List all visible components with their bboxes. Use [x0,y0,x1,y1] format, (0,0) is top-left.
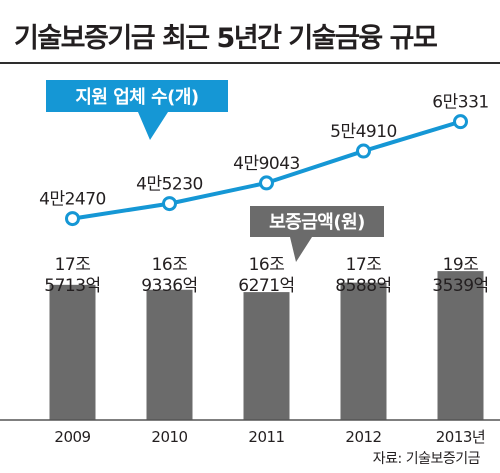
line-point-3 [356,143,371,159]
bar-label-line1-4: 19조 [443,255,479,275]
line-point-2 [259,175,274,191]
line-point-label-1: 4만5230 [136,175,203,195]
bar-legend-label: 보증금액(원) [269,212,365,233]
line-point-label-3: 5만4910 [330,122,397,142]
line-point-label-0: 4만2470 [39,190,106,210]
x-tick-label-3: 2012 [345,428,381,446]
bar-3 [340,282,387,420]
line-point-1 [162,196,177,212]
bar-label-line2-2: 6271억 [238,276,294,296]
line-legend-label: 지원 업체 수(개) [75,87,198,108]
bar-label-line1-1: 16조 [152,255,188,275]
x-tick-label-1: 2010 [151,428,187,446]
x-tick-label-0: 2009 [54,428,90,446]
bar-1 [146,289,193,420]
bar-0 [49,284,96,420]
bar-label-line2-0: 5713억 [44,276,100,296]
x-tick-label-2: 2011 [248,428,284,446]
bar-label-line2-4: 3539억 [432,276,488,296]
bar-label-line2-1: 9336억 [141,276,197,296]
bar-2 [243,292,290,420]
title-rule [0,62,500,64]
source-note: 자료: 기술보증기금 [372,451,481,467]
line-legend-callout [46,80,228,140]
chart-title: 기술보증기금 최근 5년간 기술금융 규모 [14,23,438,54]
bar-4 [437,271,484,420]
line-point-4 [453,114,468,130]
x-tick-label-4: 2013년 [436,428,485,446]
line-point-label-2: 4만9043 [233,154,300,174]
line-point-0 [65,211,80,227]
bar-label-line1-0: 17조 [55,255,91,275]
bar-label-line1-2: 16조 [249,255,285,275]
line-point-label-4: 6만331 [432,93,488,113]
bar-label-line2-3: 8588억 [335,276,391,296]
bar-label-line1-3: 17조 [346,255,382,275]
bar-legend-callout [250,206,384,262]
